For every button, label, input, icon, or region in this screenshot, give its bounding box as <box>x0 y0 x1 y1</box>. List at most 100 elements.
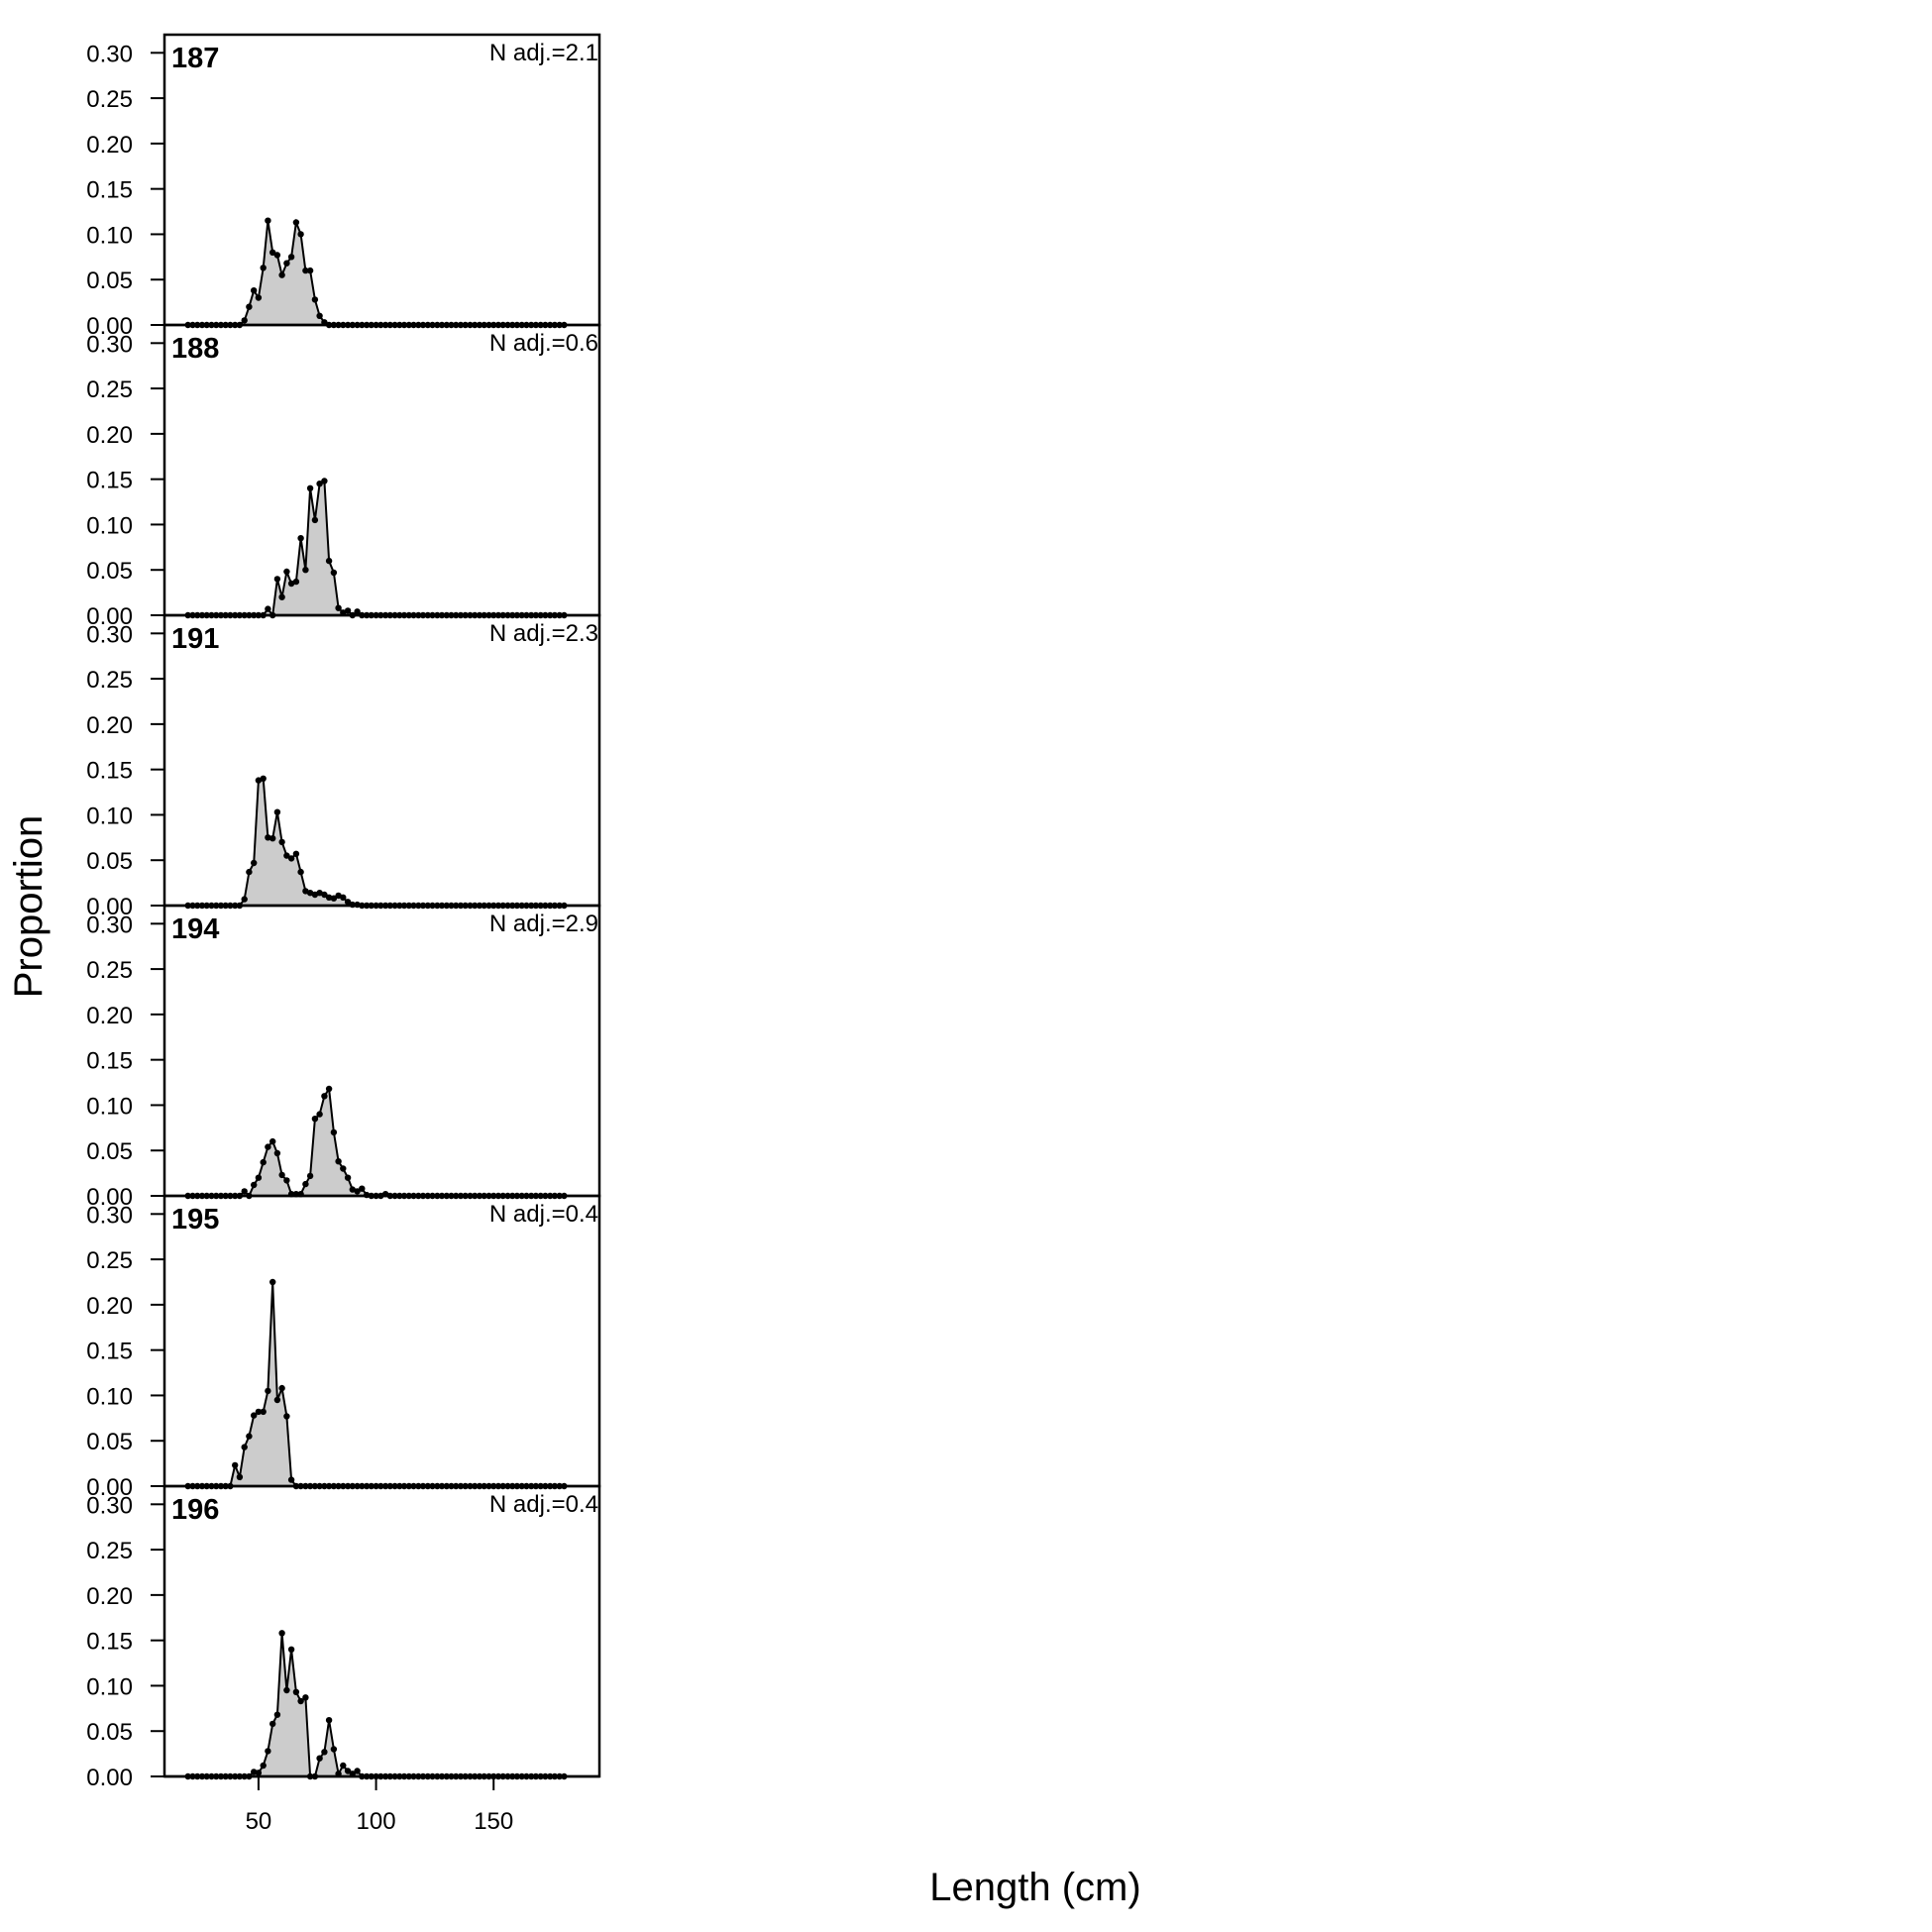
series-area <box>187 1633 565 1776</box>
data-point <box>325 1717 333 1724</box>
y-tick-label: 0.30 <box>86 1202 133 1229</box>
data-point <box>273 808 281 815</box>
data-point <box>283 1177 290 1184</box>
data-point <box>278 838 285 846</box>
data-point <box>246 868 253 876</box>
series-area <box>187 1282 565 1486</box>
y-tick-label: 0.25 <box>86 1247 133 1274</box>
y-tick-label: 0.30 <box>86 912 133 938</box>
data-point <box>260 775 267 782</box>
data-point <box>269 249 276 256</box>
data-point <box>273 252 281 259</box>
data-point <box>287 855 295 862</box>
data-point <box>302 567 309 574</box>
data-point <box>236 1473 244 1481</box>
y-tick-label: 0.20 <box>86 1003 133 1029</box>
y-tick-label: 0.15 <box>86 758 133 785</box>
panel-196: 0.00 0.05 0.10 0.15 0.20 0.25 0.30 196 N adj.=0.… <box>86 1484 601 1835</box>
panel-label: 195 <box>171 1204 219 1235</box>
data-point <box>316 890 323 897</box>
data-point <box>306 267 314 274</box>
panel-frame <box>162 904 601 1198</box>
panel-195: 0.00 0.05 0.10 0.15 0.20 0.25 0.30 195 N adj.=0.… <box>86 1194 601 1501</box>
panel-frame <box>162 33 601 327</box>
panel-frame <box>162 1194 601 1488</box>
panel-n-adj-label: N adj.=2.3 <box>489 620 598 647</box>
data-point <box>321 1093 328 1100</box>
data-point <box>316 1111 323 1118</box>
data-point <box>269 1278 276 1286</box>
data-point <box>278 271 285 278</box>
data-point <box>325 894 333 901</box>
y-tick-label: 0.20 <box>86 712 133 739</box>
panel-label: 188 <box>171 333 219 365</box>
data-point <box>292 1688 300 1696</box>
data-point <box>344 607 352 614</box>
y-tick-label: 0.15 <box>86 1339 133 1365</box>
data-point <box>344 1174 352 1181</box>
data-point <box>306 890 314 897</box>
y-tick-label: 0.15 <box>86 468 133 494</box>
data-point <box>269 835 276 842</box>
y-tick-label: 0.15 <box>86 177 133 204</box>
panel-n-adj-label: N adj.=0.4 <box>489 1491 598 1518</box>
panel-frame <box>162 1484 601 1778</box>
y-tick-label: 0.20 <box>86 132 133 159</box>
data-point <box>232 1461 239 1469</box>
y-tick-label: 0.05 <box>86 1719 133 1746</box>
data-point <box>354 1768 361 1774</box>
data-point <box>321 891 328 899</box>
data-point <box>344 899 352 906</box>
y-tick-label: 0.00 <box>86 894 133 920</box>
data-point <box>330 1128 338 1136</box>
y-tick-label: 0.30 <box>86 331 133 358</box>
data-point <box>321 478 328 484</box>
panel-188: 0.00 0.05 0.10 0.15 0.20 0.25 0.30 188 N adj.=0.… <box>86 323 601 630</box>
panel-187: 0.00 0.05 0.10 0.15 0.20 0.25 0.30 187 N adj.=2.… <box>86 33 601 340</box>
data-point <box>283 568 290 576</box>
y-tick-label: 0.05 <box>86 558 133 585</box>
panel-194: 0.00 0.05 0.10 0.15 0.20 0.25 0.30 194 N adj.=2.… <box>86 904 601 1211</box>
y-tick-label: 0.30 <box>86 41 133 67</box>
series-line <box>187 218 565 326</box>
y-tick-label: 0.00 <box>86 1184 133 1211</box>
y-tick-label: 0.05 <box>86 1429 133 1455</box>
data-point <box>241 1444 248 1450</box>
data-point <box>287 1476 295 1483</box>
y-tick-label: 0.00 <box>86 313 133 340</box>
data-point <box>269 1137 276 1145</box>
series-area <box>187 778 565 906</box>
data-point <box>344 1768 352 1774</box>
data-point <box>260 1762 267 1770</box>
data-point <box>349 1186 356 1193</box>
data-point <box>316 481 323 487</box>
panel-label: 191 <box>171 623 219 655</box>
data-point <box>297 1697 304 1705</box>
data-point <box>260 1408 267 1416</box>
x-tick-label: 100 <box>357 1808 396 1835</box>
y-tick-label: 0.20 <box>86 422 133 449</box>
data-point <box>354 608 361 615</box>
data-point <box>340 1762 347 1770</box>
panel-label: 194 <box>171 913 219 945</box>
data-point <box>265 605 271 612</box>
x-axis-title: Length (cm) <box>929 1866 1140 1909</box>
data-point <box>287 580 295 588</box>
series-line <box>187 1086 565 1198</box>
data-point <box>335 1158 342 1165</box>
y-tick-label: 0.10 <box>86 1673 133 1700</box>
y-tick-label: 0.10 <box>86 512 133 539</box>
data-point <box>265 1748 271 1755</box>
y-tick-label: 0.30 <box>86 621 133 648</box>
panel-n-adj-label: N adj.=0.4 <box>489 1201 598 1228</box>
data-point <box>302 267 309 274</box>
y-tick-label: 0.15 <box>86 1048 133 1075</box>
data-point <box>330 895 338 902</box>
panel-label: 187 <box>171 43 219 74</box>
y-tick-label: 0.25 <box>86 1538 133 1564</box>
data-point <box>340 894 347 901</box>
data-point <box>241 896 248 903</box>
y-tick-label: 0.05 <box>86 848 133 875</box>
y-tick-label: 0.10 <box>86 1093 133 1120</box>
panel-frame <box>162 613 601 908</box>
